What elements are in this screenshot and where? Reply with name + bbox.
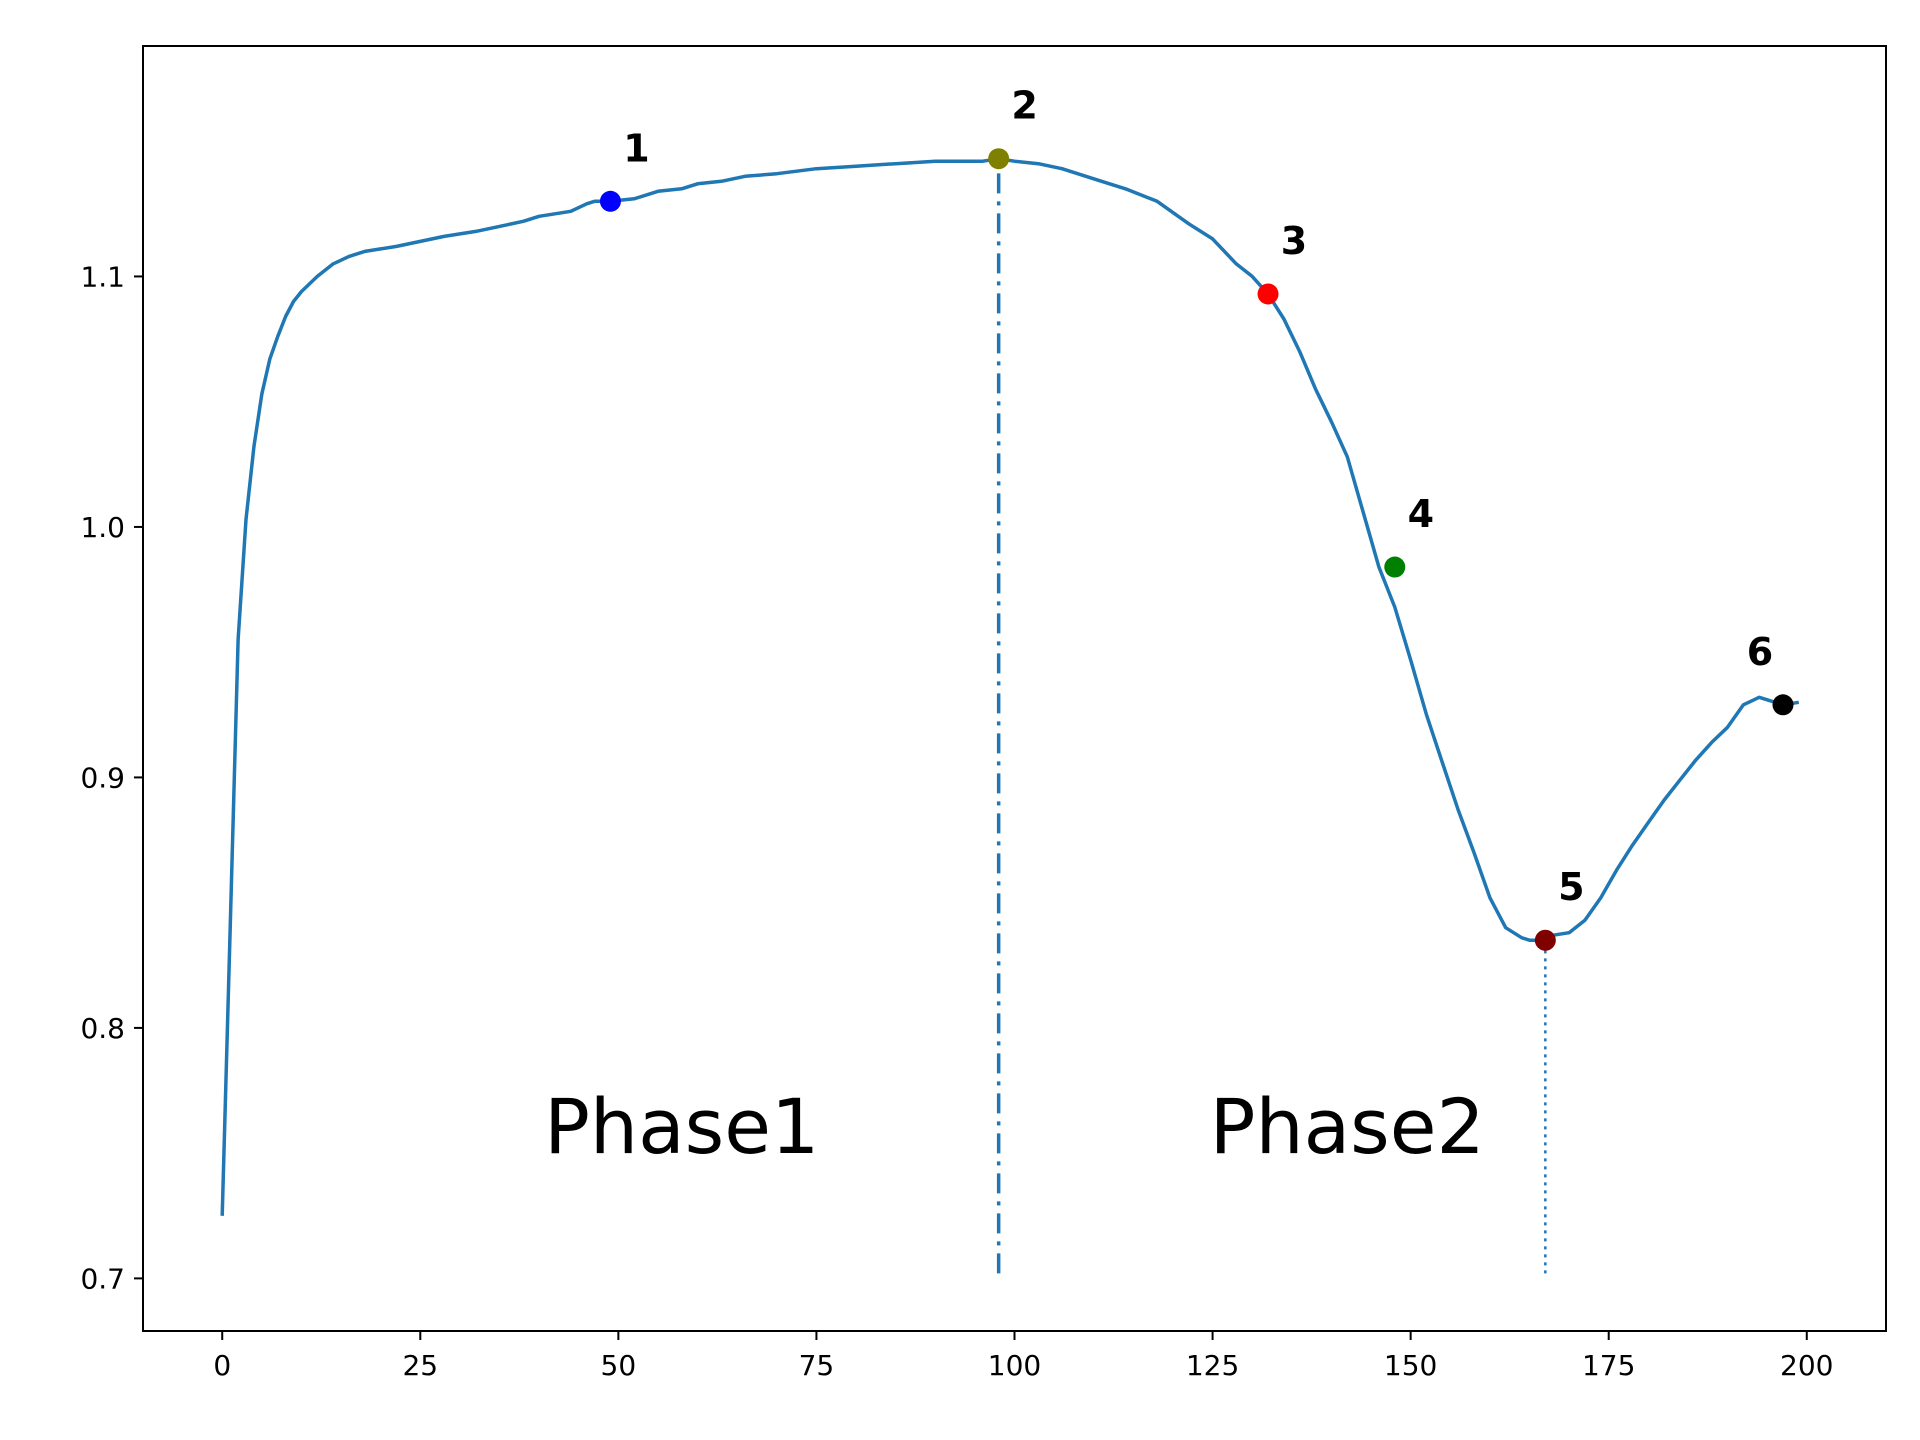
y-tick-label: 1.0: [80, 511, 125, 544]
x-tick-label: 50: [601, 1349, 637, 1382]
x-tick-label: 175: [1582, 1349, 1635, 1382]
point-label-6: 6: [1747, 630, 1773, 674]
x-tick-label: 100: [988, 1349, 1041, 1382]
y-tick-label: 1.1: [80, 260, 125, 293]
marked-point-3: [1257, 283, 1279, 305]
x-tick-label: 200: [1780, 1349, 1833, 1382]
phase-label: Phase1: [544, 1082, 819, 1171]
point-label-4: 4: [1408, 492, 1434, 536]
phase-annotations: Phase1 Phase2: [544, 1082, 1485, 1171]
y-axis: 0.7 0.8 0.9 1.0 1.1: [80, 260, 143, 1295]
x-tick-label: 0: [213, 1349, 231, 1382]
vertical-reference-lines: [996, 158, 1547, 1274]
x-tick-label: 125: [1186, 1349, 1239, 1382]
point-label-1: 1: [623, 126, 649, 170]
marked-point-5: [1534, 929, 1556, 951]
y-tick-label: 0.8: [80, 1012, 125, 1045]
marked-point-4: [1384, 556, 1406, 578]
marked-point-6: [1772, 694, 1794, 716]
marked-point-1: [599, 190, 621, 212]
y-tick-label: 0.9: [80, 761, 125, 794]
marked-point-2: [988, 148, 1010, 170]
x-tick-label: 75: [799, 1349, 835, 1382]
y-tick-label: 0.7: [80, 1262, 125, 1295]
marked-points: 1 2 3 4 5 6: [599, 84, 1794, 951]
plot-area-frame: [142, 45, 1887, 1332]
series-line: [220, 156, 1800, 1216]
x-axis: 0 25 50 75 100 125 150 175 200: [213, 1331, 1833, 1382]
point-label-5: 5: [1558, 865, 1584, 909]
x-tick-label: 150: [1384, 1349, 1437, 1382]
phase-label: Phase2: [1210, 1082, 1485, 1171]
point-label-3: 3: [1281, 219, 1307, 263]
x-tick-label: 25: [402, 1349, 438, 1382]
point-label-2: 2: [1011, 84, 1037, 128]
